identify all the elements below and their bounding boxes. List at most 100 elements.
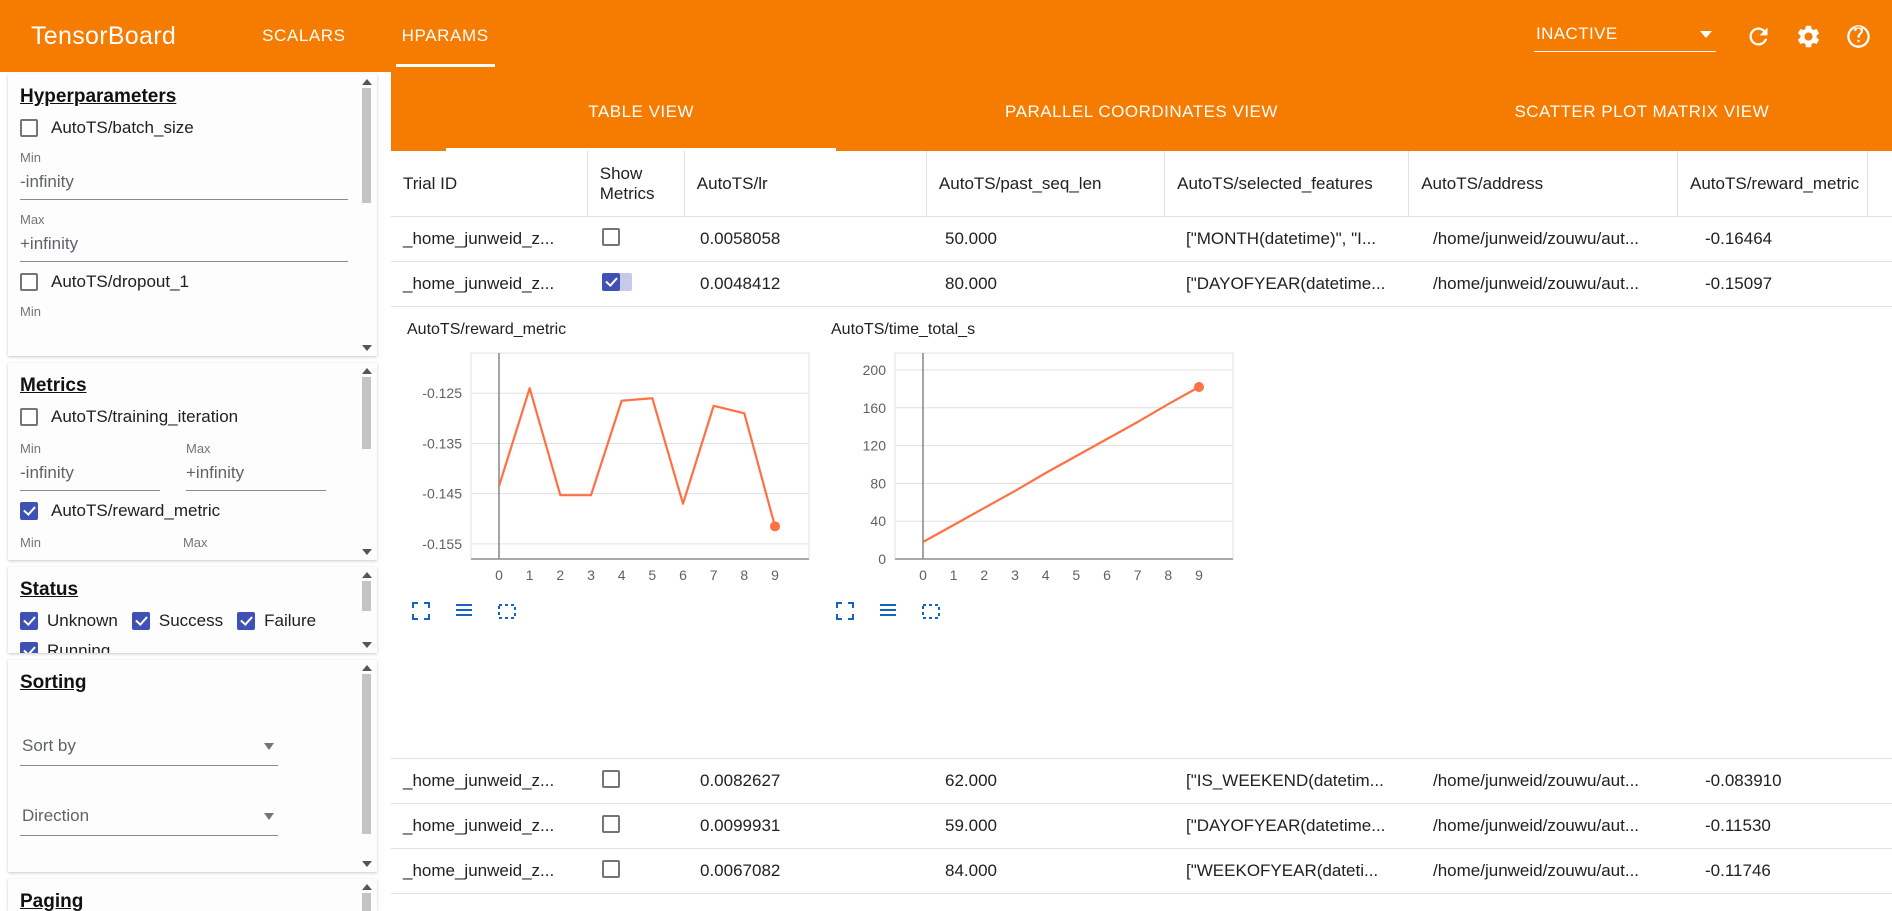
- help-icon[interactable]: [1836, 14, 1880, 58]
- sorting-panel: Sorting Sort by Direction: [8, 660, 377, 872]
- scrollbar[interactable]: [359, 662, 374, 870]
- scroll-track[interactable]: [362, 88, 371, 342]
- reward-metric-checkbox[interactable]: [20, 502, 38, 520]
- scrollbar[interactable]: [359, 569, 374, 651]
- scroll-up-icon[interactable]: [361, 572, 372, 578]
- svg-text:40: 40: [870, 513, 886, 529]
- max-value-input[interactable]: +infinity: [20, 231, 348, 262]
- list-icon[interactable]: [452, 599, 476, 623]
- tab-scalars[interactable]: SCALARS: [262, 26, 346, 45]
- fullscreen-icon[interactable]: [833, 599, 857, 623]
- header-nav-tabs: SCALARS HPARAMS: [234, 0, 517, 72]
- success-checkbox[interactable]: [131, 612, 150, 630]
- svg-text:9: 9: [771, 567, 779, 583]
- column-header-show-metrics: Show Metrics: [588, 151, 685, 216]
- gear-icon[interactable]: [1786, 14, 1830, 58]
- metric-reward-row: AutoTS/reward_metric: [20, 501, 347, 521]
- scrollbar[interactable]: [359, 76, 374, 354]
- show-metrics-checkbox[interactable]: [602, 814, 620, 833]
- reward-metric-cell: -0.15097: [1705, 274, 1773, 293]
- dropout-checkbox[interactable]: [20, 273, 38, 291]
- min-value-input[interactable]: -infinity: [20, 169, 348, 200]
- metric-label: AutoTS/reward_metric: [51, 501, 221, 520]
- reward-metric-cell: -0.11530: [1705, 816, 1771, 835]
- sort-by-value: Sort by: [22, 736, 76, 755]
- scroll-track[interactable]: [362, 581, 371, 639]
- sort-by-select[interactable]: Sort by: [20, 732, 278, 766]
- svg-text:9: 9: [1195, 567, 1203, 583]
- svg-text:0: 0: [919, 567, 927, 583]
- table-row: _home_junweid_z... 0.0058058 50.000 ["MO…: [391, 217, 1892, 262]
- scroll-down-icon[interactable]: [361, 549, 372, 555]
- tab-table-view[interactable]: TABLE VIEW: [391, 72, 891, 151]
- training-iteration-checkbox[interactable]: [20, 408, 38, 426]
- table-row: _home_junweid_z... 0.0067082 84.000 ["WE…: [391, 849, 1892, 894]
- scroll-up-icon[interactable]: [361, 665, 372, 671]
- batch-size-checkbox[interactable]: [20, 119, 38, 137]
- scroll-track[interactable]: [362, 377, 371, 546]
- hparams-view-tabs: TABLE VIEW PARALLEL COORDINATES VIEW SCA…: [391, 72, 1892, 151]
- status-option-failure: Failure: [237, 611, 316, 631]
- scroll-thumb[interactable]: [362, 674, 371, 834]
- unknown-checkbox[interactable]: [20, 612, 38, 630]
- max-field: Max +infinity: [20, 212, 348, 262]
- show-metrics-checkbox[interactable]: [602, 859, 620, 878]
- direction-select[interactable]: Direction: [20, 802, 278, 836]
- scrollbar[interactable]: [359, 365, 374, 558]
- column-header-trial-id: Trial ID: [391, 151, 588, 216]
- scroll-thumb[interactable]: [362, 88, 371, 203]
- min-label: Min: [20, 535, 41, 550]
- chevron-down-icon: [264, 742, 274, 750]
- reload-icon[interactable]: [1736, 14, 1780, 58]
- svg-text:0: 0: [495, 567, 503, 583]
- scroll-down-icon[interactable]: [361, 642, 372, 648]
- show-metrics-checkbox[interactable]: [602, 769, 620, 788]
- fullscreen-icon[interactable]: [409, 599, 433, 623]
- show-metrics-checkbox[interactable]: [602, 227, 620, 246]
- tab-parallel-coordinates-view[interactable]: PARALLEL COORDINATES VIEW: [1005, 101, 1278, 121]
- chevron-down-icon: [1700, 30, 1712, 38]
- scroll-thumb[interactable]: [362, 581, 371, 611]
- status-label: Failure: [264, 611, 317, 630]
- reward-metric-cell: -0.083910: [1705, 771, 1782, 790]
- tab-scatter-plot-matrix-view[interactable]: SCATTER PLOT MATRIX VIEW: [1514, 101, 1770, 121]
- scroll-up-icon[interactable]: [361, 884, 372, 890]
- scroll-down-icon[interactable]: [361, 861, 372, 867]
- failure-checkbox[interactable]: [237, 612, 256, 630]
- max-value-input[interactable]: +infinity: [186, 460, 326, 491]
- scroll-track[interactable]: [362, 893, 371, 911]
- min-field: Min: [20, 535, 41, 554]
- paging-panel: Paging: [8, 879, 377, 911]
- scroll-thumb[interactable]: [362, 893, 371, 911]
- max-label: Max: [182, 535, 208, 550]
- scroll-track[interactable]: [362, 674, 371, 858]
- show-metrics-checkbox[interactable]: [602, 272, 620, 291]
- scroll-up-icon[interactable]: [361, 79, 372, 85]
- past-seq-len-cell: 62.000: [945, 771, 997, 790]
- time-total-line-chart[interactable]: 0 40 80 120 160 200 0 1 2 3 4 5 6 7 8 9: [829, 343, 1243, 589]
- selection-box-icon[interactable]: [919, 599, 943, 623]
- tab-hparams[interactable]: HPARAMS: [374, 0, 517, 72]
- list-icon[interactable]: [876, 599, 900, 623]
- min-value-input[interactable]: -infinity: [20, 460, 160, 491]
- reward-metric-chart-block: AutoTS/reward_metric -0.125 -0.135 -0.145-…: [405, 313, 819, 623]
- reward-metric-cell: -0.16464: [1705, 229, 1773, 248]
- scrollbar[interactable]: [359, 881, 374, 911]
- runs-selector[interactable]: INACTIVE: [1534, 20, 1716, 52]
- scroll-thumb[interactable]: [362, 377, 371, 449]
- selected-features-cell: ["IS_WEEKEND(datetim...: [1186, 771, 1384, 790]
- scroll-down-icon[interactable]: [361, 345, 372, 351]
- scroll-up-icon[interactable]: [361, 368, 372, 374]
- svg-text:8: 8: [740, 567, 748, 583]
- table-row: _home_junweid_z... 0.0099931 59.000 ["DA…: [391, 804, 1892, 849]
- sorting-heading: Sorting: [20, 672, 87, 693]
- chart-title: AutoTS/reward_metric: [407, 321, 567, 338]
- selection-box-icon[interactable]: [495, 599, 519, 623]
- chart-toolbar: [409, 599, 819, 623]
- past-seq-len-cell: 59.000: [945, 816, 997, 835]
- svg-text:3: 3: [1011, 567, 1019, 583]
- svg-text:7: 7: [710, 567, 718, 583]
- reward-metric-line-chart[interactable]: -0.125 -0.135 -0.145 -0.155 0 1 2 3 4 5 6 7 8 9: [405, 343, 819, 589]
- runs-selector-value: INACTIVE: [1536, 24, 1618, 43]
- running-checkbox[interactable]: [20, 642, 38, 653]
